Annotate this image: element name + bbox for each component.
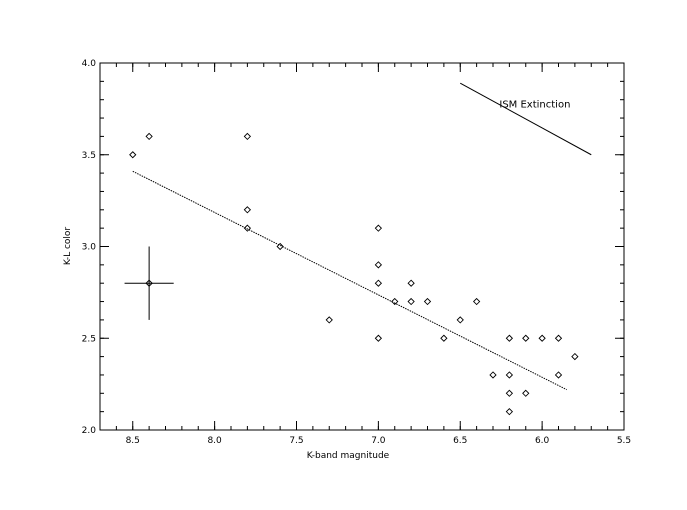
data-point <box>505 408 514 416</box>
data-point <box>391 297 399 306</box>
data-marks <box>124 82 592 416</box>
x-axis: 8.5 8.0 7.5 7.0 6.5 6.0 5.5 <box>99 63 631 446</box>
x-axis-title: K-band magnitude <box>307 451 390 461</box>
data-point <box>440 334 448 342</box>
y-tick-label: 2.5 <box>82 334 96 344</box>
data-point <box>374 279 383 287</box>
x-tick-label: 6.5 <box>453 436 467 446</box>
data-point <box>554 371 563 379</box>
x-tick-label: 6.0 <box>535 436 550 446</box>
data-point <box>374 224 383 232</box>
plot-frame <box>99 62 625 431</box>
data-point <box>407 297 415 306</box>
data-point <box>472 297 481 306</box>
y-tick-label: 4.0 <box>82 59 97 69</box>
ism-extinction-label: ISM Extinction <box>499 99 570 110</box>
x-tick-label: 8.0 <box>207 436 222 446</box>
data-point <box>505 389 514 397</box>
data-point <box>407 279 415 287</box>
data-point <box>505 371 514 379</box>
x-tick-label: 5.5 <box>617 436 631 446</box>
data-point <box>489 371 497 379</box>
x-tick-label: 8.5 <box>126 436 140 446</box>
fit-line <box>132 170 567 391</box>
x-tick-label: 7.5 <box>289 436 303 446</box>
data-point <box>505 334 514 342</box>
data-point <box>243 132 252 141</box>
x-tick-label: 7.0 <box>371 436 386 446</box>
data-point <box>571 352 579 361</box>
data-point <box>129 151 137 159</box>
data-point <box>374 261 383 269</box>
y-tick-label: 3.5 <box>82 151 96 161</box>
y-tick-label: 3.0 <box>82 243 97 253</box>
data-point <box>554 334 563 342</box>
plot-border <box>99 62 625 431</box>
data-point <box>243 206 252 214</box>
data-point <box>145 132 153 141</box>
data-point <box>522 389 530 397</box>
data-point <box>276 242 284 251</box>
data-point <box>538 334 546 342</box>
data-point <box>374 334 383 342</box>
data-point <box>456 316 464 324</box>
data-point <box>522 334 530 342</box>
y-axis: 2.0 2.5 3.0 3.5 4.0 <box>82 59 624 436</box>
error-bar-point <box>145 279 153 287</box>
data-point <box>325 316 333 324</box>
ism-extinction-line <box>460 82 592 156</box>
y-tick-label: 2.0 <box>82 426 97 436</box>
data-point <box>423 297 432 306</box>
y-axis-title: K-L color <box>63 227 73 266</box>
data-point <box>243 224 252 232</box>
